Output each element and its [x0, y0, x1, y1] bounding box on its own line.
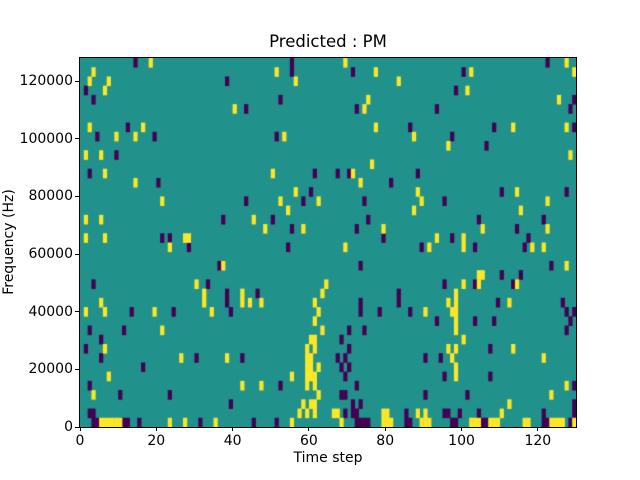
- y-tick-mark: [75, 253, 79, 255]
- x-axis-label: Time step: [293, 450, 363, 466]
- y-tick-label: 80000: [28, 188, 73, 205]
- y-tick-label: 120000: [19, 73, 73, 90]
- x-tick-label: 80: [376, 433, 395, 449]
- x-tick-label: 120: [524, 433, 552, 449]
- x-tick-mark: [461, 427, 463, 431]
- x-tick-mark: [232, 427, 234, 431]
- y-tick-mark: [75, 138, 79, 140]
- y-tick-label: 60000: [28, 246, 73, 263]
- x-tick-mark: [155, 427, 157, 431]
- y-tick-mark: [75, 80, 79, 82]
- x-tick-mark: [537, 427, 539, 431]
- x-tick-mark: [79, 427, 81, 431]
- y-tick-mark: [75, 195, 79, 197]
- y-tick-label: 0: [64, 419, 73, 435]
- x-tick-label: 60: [300, 433, 318, 449]
- y-tick-label: 40000: [28, 303, 73, 320]
- x-tick-mark: [308, 427, 310, 431]
- x-tick-label: 0: [75, 433, 85, 449]
- x-tick-label: 100: [448, 433, 475, 449]
- y-axis-label: Frequency (Hz): [1, 189, 17, 295]
- y-tick-mark: [75, 311, 79, 313]
- y-tick-mark: [75, 426, 79, 428]
- x-tick-label: 20: [147, 433, 166, 449]
- x-tick-label: 40: [223, 433, 242, 449]
- y-tick-mark: [75, 368, 79, 370]
- x-tick-mark: [384, 427, 386, 431]
- chart-title: Predicted : PM: [269, 32, 387, 51]
- heatmap-canvas: [80, 58, 576, 427]
- y-tick-label: 20000: [28, 361, 73, 378]
- plot-area: [79, 57, 577, 428]
- y-tick-label: 100000: [19, 130, 73, 147]
